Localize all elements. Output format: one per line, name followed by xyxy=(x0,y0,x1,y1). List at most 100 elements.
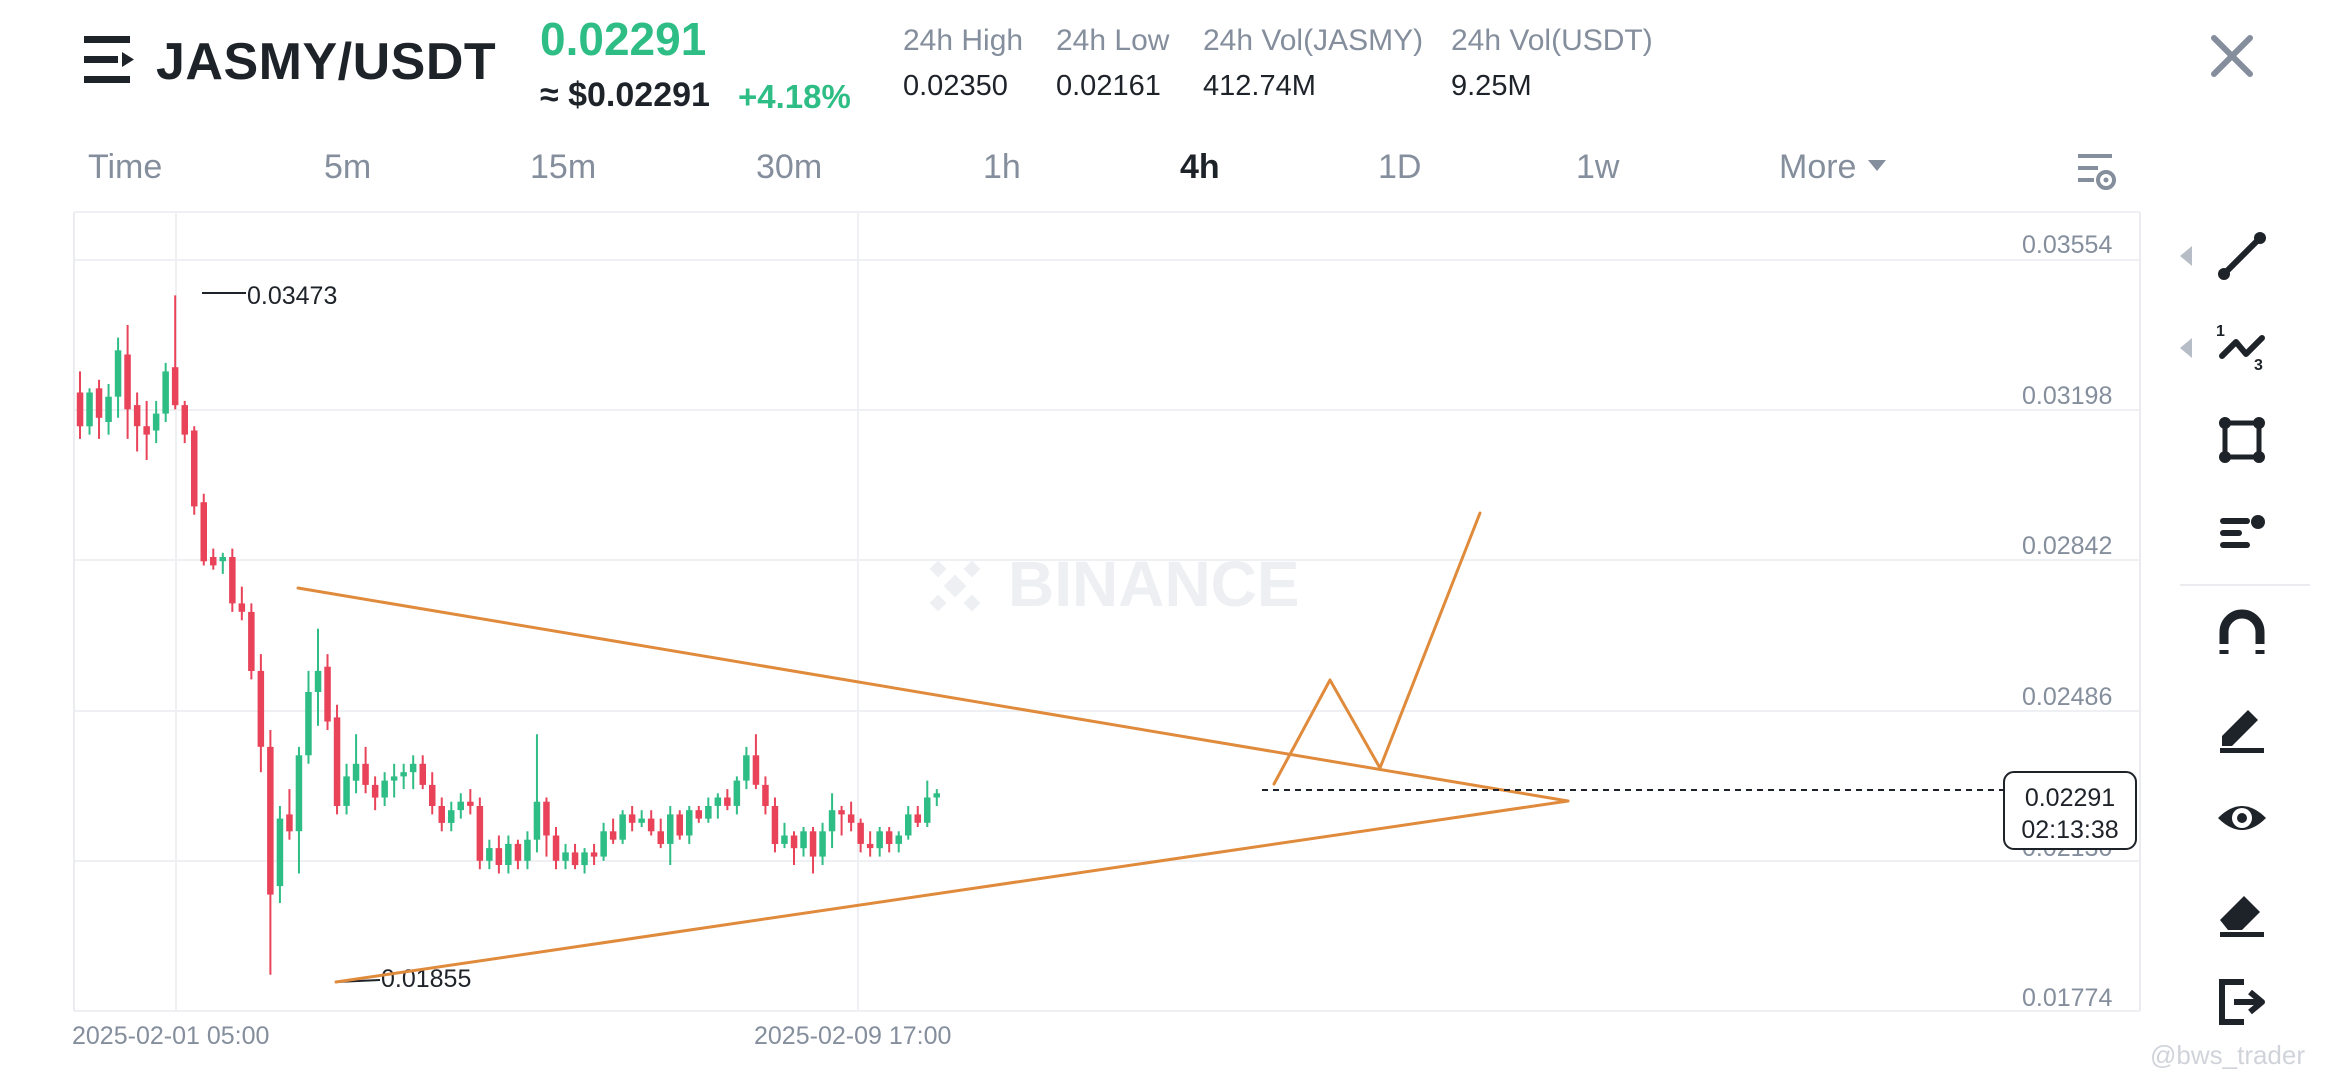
stat-24h-vol-quote: 24h Vol(USDT) 9.25M xyxy=(1451,24,1653,103)
candle-body xyxy=(314,670,322,692)
candle-body xyxy=(524,839,531,861)
candle-body xyxy=(885,831,893,844)
magnet-icon[interactable] xyxy=(2214,606,2270,662)
candle-body xyxy=(638,818,645,823)
watermark-brand: BINANCE xyxy=(1008,548,1300,620)
tab-1h[interactable]: 1h xyxy=(983,148,1021,186)
pair-title[interactable]: JASMY/USDT xyxy=(156,33,497,91)
pencil-icon[interactable] xyxy=(2214,698,2270,754)
candle-body xyxy=(448,810,455,823)
candle-body xyxy=(657,831,664,844)
projection-path[interactable] xyxy=(1272,511,1482,786)
candle-body xyxy=(276,818,284,887)
trend-line-icon[interactable] xyxy=(2214,228,2270,284)
candle-body xyxy=(171,367,179,406)
menu-list-icon[interactable] xyxy=(84,36,136,84)
candle-body xyxy=(381,780,388,798)
candle-body xyxy=(286,814,293,832)
last-price-tag: 0.02291 xyxy=(2025,784,2115,812)
drawings[interactable] xyxy=(296,511,1570,984)
candle-body xyxy=(647,818,655,832)
close-icon[interactable] xyxy=(2210,34,2254,78)
upper-trendline[interactable] xyxy=(296,586,1570,803)
candle-body xyxy=(467,801,474,806)
candle-body xyxy=(933,793,940,798)
candle-body xyxy=(676,814,683,836)
candle-body xyxy=(429,784,436,806)
stat-label: 24h Low xyxy=(1056,24,1170,57)
candle-body xyxy=(362,763,369,785)
candle-body xyxy=(438,806,445,823)
usd-price: ≈ $0.02291 xyxy=(540,76,710,114)
candle-body xyxy=(124,354,131,410)
candle-body xyxy=(486,848,493,861)
y-axis: 0.03554 0.03198 0.02842 0.02486 0.02130 … xyxy=(2022,231,2112,1012)
candle-body xyxy=(762,784,769,806)
candle-body xyxy=(714,797,722,806)
tab-more[interactable]: More xyxy=(1779,148,1887,187)
eraser-icon[interactable] xyxy=(2214,882,2270,938)
candle-body xyxy=(724,797,731,806)
market-header: JASMY/USDT 0.02291 ≈ $0.02291 +4.18% 24h… xyxy=(0,0,2340,140)
candle-body xyxy=(191,430,198,507)
candle-body xyxy=(324,666,331,722)
candle-body xyxy=(781,835,788,844)
stat-label: 24h Vol(USDT) xyxy=(1451,24,1653,57)
y-tick-label: 0.03198 xyxy=(2022,382,2112,410)
caret-down-icon xyxy=(1868,159,1887,171)
candle-body xyxy=(400,772,407,777)
tab-1d[interactable]: 1D xyxy=(1378,148,1422,186)
tab-more-label: More xyxy=(1779,148,1857,186)
candle-body xyxy=(914,814,921,823)
tab-15m[interactable]: 15m xyxy=(530,148,597,186)
y-tick-label: 0.02842 xyxy=(2022,532,2112,560)
tab-4h[interactable]: 4h xyxy=(1180,148,1220,186)
candle-body xyxy=(743,755,750,781)
candle-body xyxy=(105,396,112,422)
stat-value: 0.02350 xyxy=(903,70,1008,102)
candle-body xyxy=(600,831,607,857)
candle-body xyxy=(114,350,122,397)
candle-body xyxy=(581,852,588,866)
exit-drawing-icon[interactable] xyxy=(2214,974,2270,1030)
candle-body xyxy=(667,814,674,844)
x-tick-label: 2025-02-01 05:00 xyxy=(72,1022,269,1050)
rectangle-shape-icon[interactable] xyxy=(2214,412,2270,468)
candle-body xyxy=(609,831,617,840)
candle-body xyxy=(333,717,341,806)
candle-body xyxy=(628,814,636,823)
x-tick-label: 2025-02-09 17:00 xyxy=(754,1022,951,1050)
candle-body xyxy=(876,831,883,849)
last-price-label[interactable]: 0.02291 02:13:38 xyxy=(2003,771,2137,850)
user-watermark: @bws_trader xyxy=(2150,1040,2306,1070)
lower-trendline[interactable] xyxy=(334,799,1570,984)
candle-body xyxy=(267,746,274,895)
candle-body xyxy=(905,814,912,836)
eye-icon[interactable] xyxy=(2214,790,2270,846)
candle-body xyxy=(76,392,84,427)
tab-30m[interactable]: 30m xyxy=(756,148,823,186)
drawing-toolbar: 1 3 xyxy=(2140,220,2340,1080)
fibonacci-icon[interactable]: 1 3 xyxy=(2214,320,2270,376)
tool-expand-caret-icon[interactable] xyxy=(2180,246,2192,266)
candle-body xyxy=(562,852,569,861)
candle-body xyxy=(752,755,760,785)
candle-body xyxy=(95,388,103,418)
tab-5m[interactable]: 5m xyxy=(324,148,372,186)
candle-body xyxy=(162,371,169,414)
tab-time[interactable]: Time xyxy=(88,148,163,186)
candle-body xyxy=(619,814,626,840)
tool-expand-caret-icon[interactable] xyxy=(2180,338,2192,358)
candle-body xyxy=(705,806,712,819)
candle-body xyxy=(305,692,312,756)
stat-24h-high: 24h High 0.02350 xyxy=(903,24,1023,103)
candle-body xyxy=(419,763,426,785)
text-annotation-icon[interactable] xyxy=(2214,504,2270,560)
tab-1w[interactable]: 1w xyxy=(1576,148,1620,186)
candle-body xyxy=(838,810,845,815)
candle-body xyxy=(295,755,303,832)
candle-body xyxy=(857,822,864,844)
chart-settings-icon[interactable] xyxy=(2076,150,2116,194)
candle-body xyxy=(143,426,150,435)
